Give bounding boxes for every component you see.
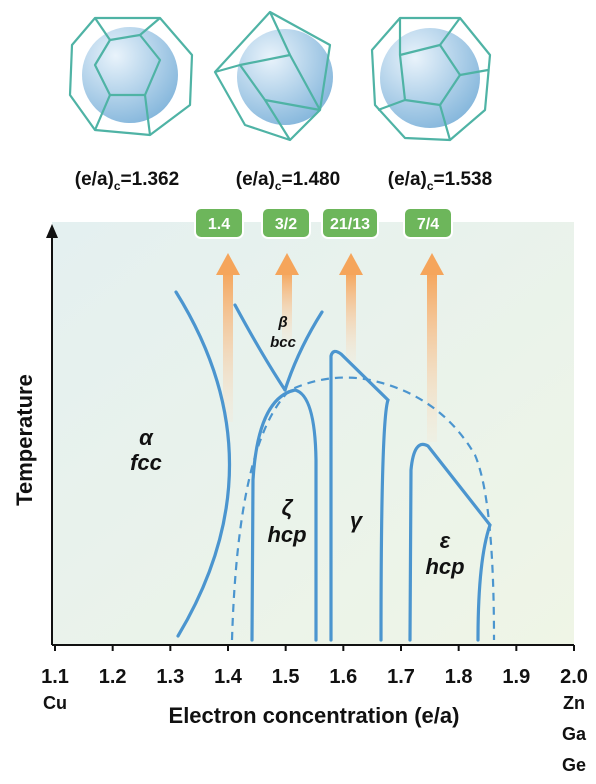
ratio-badge: 1.4 — [208, 216, 230, 233]
ratio-badge: 7/4 — [417, 216, 439, 233]
x-tick-label: 1.8 — [445, 666, 473, 688]
x-tick-label: 1.7 — [387, 666, 415, 688]
phase-structure: hcp — [425, 554, 464, 579]
ratio-badge: 3/2 — [275, 216, 297, 233]
element-label: Ge — [562, 755, 586, 775]
x-tick-label: 1.3 — [156, 666, 184, 688]
polyhedron — [68, 16, 194, 137]
x-ticks: 1.1 1.2 1.3 1.4 1.5 1.6 1.7 1.8 1.9 2.0 — [41, 645, 588, 688]
phase-symbol: ζ — [282, 495, 294, 520]
x-tick-label: 2.0 — [560, 666, 588, 688]
x-tick-label: 1.4 — [214, 666, 243, 688]
x-tick-label: 1.6 — [329, 666, 357, 688]
phase-boundaries — [174, 290, 496, 642]
element-label: Cu — [43, 693, 67, 713]
x-tick-label: 1.9 — [502, 666, 530, 688]
badges: 1.4 3/2 21/13 7/4 — [194, 207, 453, 239]
x-tick-label: 1.2 — [99, 666, 127, 688]
critical-ratio: (e/a)c=1.480 — [236, 169, 340, 193]
y-axis-arrow — [46, 224, 58, 238]
phase-symbol: β — [277, 314, 287, 331]
phase-symbol: ε — [440, 528, 451, 553]
phase-structure: bcc — [270, 334, 297, 351]
x-tick-label: 1.5 — [272, 666, 300, 688]
element-label: Zn — [563, 693, 585, 713]
arrows — [216, 253, 444, 442]
element-label: Ga — [562, 724, 587, 744]
x-tick-label: 1.1 — [41, 666, 69, 688]
polyhedron — [370, 16, 492, 142]
ratio-badge: 21/13 — [330, 216, 370, 233]
critical-ratio: (e/a)c=1.362 — [75, 169, 179, 193]
phase-symbol: γ — [350, 508, 364, 533]
y-axis-label: Temperature — [12, 374, 37, 506]
critical-ratio: (e/a)c=1.538 — [388, 169, 492, 193]
polyhedron — [213, 10, 333, 142]
phase-labels: α fcc β bcc ζ hcp γ ε hcp — [130, 314, 464, 579]
phase-structure: hcp — [267, 522, 306, 547]
phase-symbol: α — [139, 425, 154, 450]
x-axis-label: Electron concentration (e/a) — [169, 703, 460, 728]
phase-structure: fcc — [130, 450, 162, 475]
